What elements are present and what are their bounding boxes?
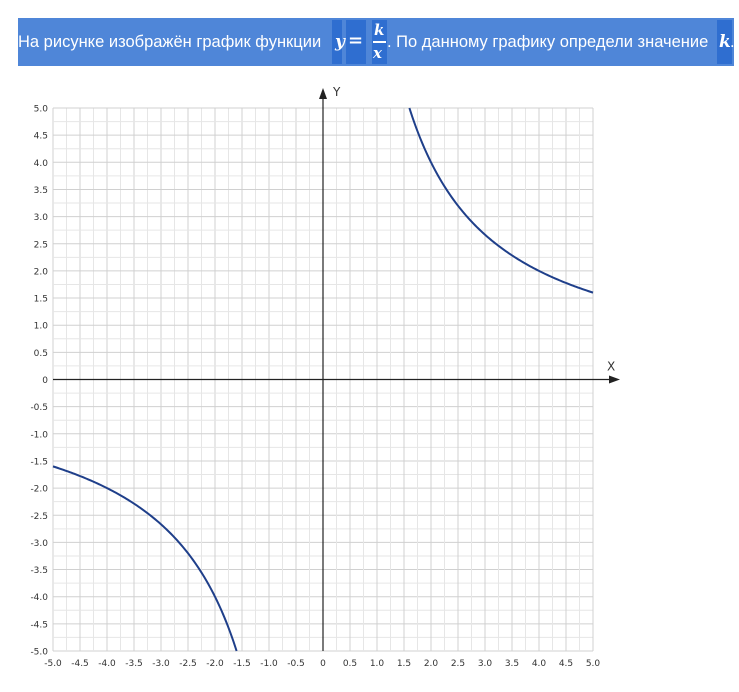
x-tick-label: -1.5 xyxy=(233,659,251,669)
y-tick-label: -4.0 xyxy=(30,593,48,603)
x-tick-label: 1.0 xyxy=(370,659,385,669)
x-tick-label: 4.5 xyxy=(559,659,573,669)
x-tick-label: -2.0 xyxy=(206,659,224,669)
x-tick-label: -0.5 xyxy=(287,659,305,669)
x-tick-label: -1.0 xyxy=(260,659,278,669)
y-tick-label: -4.5 xyxy=(30,620,48,630)
y-tick-label: -0.5 xyxy=(30,403,48,413)
y-tick-label: -5.0 xyxy=(30,648,48,658)
y-tick-label: 0 xyxy=(42,376,48,386)
x-tick-label: 0.5 xyxy=(343,659,357,669)
x-tick-label: 1.5 xyxy=(397,659,411,669)
x-tick-label: 3.5 xyxy=(505,659,519,669)
y-tick-label: -1.5 xyxy=(30,457,48,467)
y-axis-arrow xyxy=(319,88,327,99)
y-tick-label: 2.0 xyxy=(34,267,49,277)
x-tick-label: -4.0 xyxy=(98,659,116,669)
y-axis-label: Y xyxy=(332,85,341,99)
chart-axes: XY xyxy=(53,85,620,651)
y-tick-label: 2.5 xyxy=(34,240,48,250)
x-axis-label: X xyxy=(607,360,615,374)
x-axis-arrow xyxy=(609,375,620,384)
formula-highlight xyxy=(346,20,366,64)
x-tick-label: 4.0 xyxy=(532,659,547,669)
formula-numerator: k xyxy=(374,21,385,39)
formula-k: k xyxy=(719,32,731,52)
y-tick-label: 1.5 xyxy=(34,295,48,305)
y-tick-label: -3.0 xyxy=(30,539,48,549)
y-tick-label: 0.5 xyxy=(34,349,48,359)
x-tick-label: 3.0 xyxy=(478,659,493,669)
y-tick-label: -3.5 xyxy=(30,566,48,576)
formula-highlight xyxy=(332,20,342,64)
hyperbola-branch-right xyxy=(408,107,594,294)
formula-y: y xyxy=(335,32,345,52)
problem-text-after: . По данному графику определи значение xyxy=(387,33,709,51)
y-tick-label: 4.0 xyxy=(34,159,49,169)
formula-equals: = xyxy=(348,30,364,51)
y-tick-label: 3.5 xyxy=(34,186,48,196)
problem-statement: На рисунке изображён график функции y = … xyxy=(18,18,735,66)
hyperbola-branch-left xyxy=(52,465,238,652)
problem-text-before: На рисунке изображён график функции xyxy=(18,33,322,51)
fraction-bar xyxy=(373,41,386,43)
chart-curves xyxy=(52,107,594,652)
hyperbola-chart: XY -5.0 -4.5 -4.0 -3.5 -3.0 -2.5 -2.0 -1.5 -1.0-… xyxy=(30,85,620,670)
x-tick-label: 2.5 xyxy=(451,659,465,669)
x-tick-label: 5.0 xyxy=(586,659,601,669)
y-tick-label: 3.0 xyxy=(34,213,49,223)
y-tick-label: 4.5 xyxy=(34,132,48,142)
y-tick-label: -2.0 xyxy=(30,485,48,495)
formula-denominator: x xyxy=(373,44,382,62)
x-tick-label: -3.5 xyxy=(125,659,143,669)
y-tick-label: -1.0 xyxy=(30,430,48,440)
x-tick-label: -2.5 xyxy=(179,659,197,669)
x-tick-label: -4.5 xyxy=(71,659,89,669)
y-tick-label: -2.5 xyxy=(30,512,48,522)
x-tick-label: -5.0 xyxy=(44,659,62,669)
x-tick-label: 0 xyxy=(320,659,326,669)
y-tick-label: 1.0 xyxy=(34,322,49,332)
y-tick-label: 5.0 xyxy=(34,105,49,115)
x-tick-label: 2.0 xyxy=(424,659,439,669)
x-tick-label: -3.0 xyxy=(152,659,170,669)
formula-highlight xyxy=(717,20,732,64)
chart-tick-labels: -5.0 -4.5 -4.0 -3.5 -3.0 -2.5 -2.0 -1.5 -1.0 -0.5… xyxy=(30,105,600,670)
problem-end-punct: . xyxy=(730,33,735,51)
